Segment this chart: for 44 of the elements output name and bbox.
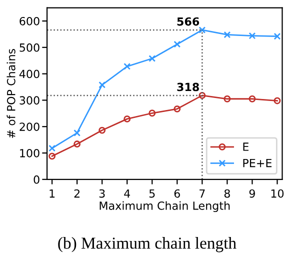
x-tick-label: 1 <box>50 189 55 198</box>
point <box>98 81 106 88</box>
x-tick-label: 9 <box>249 189 255 198</box>
point <box>274 32 281 40</box>
y-tick-label: 500 <box>20 43 40 52</box>
point <box>74 129 81 136</box>
y-tick-label: 100 <box>20 148 40 158</box>
point <box>48 152 56 160</box>
x-axis-title: Maximum Chain Length <box>100 201 230 212</box>
point <box>174 40 181 48</box>
point <box>198 26 206 34</box>
point <box>248 32 256 40</box>
x-tick-label: 2 <box>74 189 80 198</box>
legend-label: PE+E <box>243 158 272 168</box>
legend-label: E <box>243 142 248 151</box>
point <box>248 95 256 102</box>
ref-line-label: 566 <box>177 17 200 26</box>
point <box>124 62 131 70</box>
point <box>124 115 131 122</box>
y-tick-label: 600 <box>20 16 40 26</box>
point <box>74 140 81 148</box>
ref-line-label: 318 <box>177 82 199 92</box>
x-tick-label: 7 <box>200 189 205 198</box>
y-tick-label: 200 <box>20 122 40 131</box>
point <box>174 105 181 112</box>
x-tick-label: 4 <box>124 189 130 198</box>
point <box>274 97 281 104</box>
point <box>148 55 156 62</box>
text: (b) Maximum chain length <box>58 237 236 252</box>
x-tick-label: 10 <box>271 189 284 198</box>
x-tick-label: 5 <box>149 189 155 198</box>
x-tick-label: 3 <box>99 189 105 198</box>
x-tick-label: 6 <box>174 189 180 198</box>
point <box>148 110 156 117</box>
point <box>198 92 206 99</box>
point <box>98 126 106 134</box>
y-tick-label: 300 <box>20 96 40 105</box>
y-tick-label: 400 <box>19 70 40 78</box>
point <box>48 144 56 152</box>
point <box>224 95 231 102</box>
point <box>224 31 231 38</box>
y-axis-title: # of POP Chains <box>6 48 16 138</box>
y-tick-label: 0 <box>34 175 40 184</box>
x-tick-label: 8 <box>224 189 230 198</box>
